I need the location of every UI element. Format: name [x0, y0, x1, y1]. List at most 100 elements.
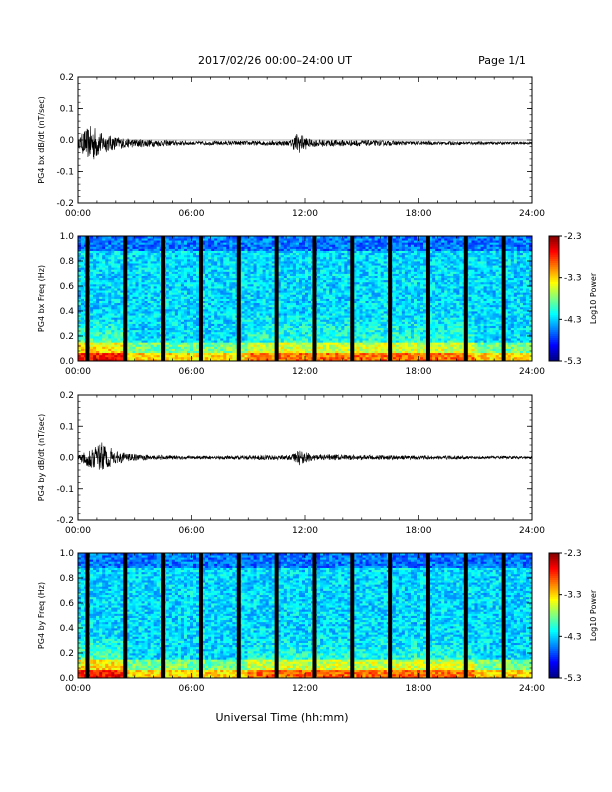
- spectrogram-cell: [99, 288, 103, 291]
- spectrogram-cell: [111, 238, 115, 241]
- spectrogram-cell: [189, 323, 194, 326]
- spectrogram-cell: [174, 304, 179, 308]
- spectrogram-cell: [196, 258, 200, 262]
- spectrogram-cell: [132, 288, 136, 291]
- spectrogram-cell: [189, 290, 194, 293]
- spectrogram-cell: [247, 286, 251, 289]
- spectrogram-cell: [144, 344, 149, 347]
- spectrogram-cell: [277, 338, 282, 341]
- spectrogram-cell: [277, 246, 282, 249]
- spectrogram-cell: [168, 317, 173, 320]
- spectrogram-cell: [298, 296, 303, 299]
- spectrogram-cell: [90, 354, 94, 358]
- spectrogram-cell: [120, 244, 124, 247]
- spectrogram-cell: [292, 348, 297, 351]
- spectrogram-cell: [153, 336, 158, 339]
- spectrogram-cell: [280, 323, 285, 326]
- spectrogram-cell: [286, 315, 291, 318]
- spectrogram-cell: [196, 333, 200, 337]
- spectrogram-cell: [153, 315, 158, 318]
- spectrogram-cell: [147, 271, 152, 274]
- spectrogram-cell: [305, 348, 309, 351]
- spectrogram-cell: [253, 304, 257, 308]
- spectrogram-cell: [305, 265, 309, 268]
- spectrogram-cell: [320, 342, 324, 345]
- spectrogram-cell: [265, 306, 270, 310]
- spectrogram-cell: [226, 342, 230, 345]
- spectrogram-cell: [111, 329, 115, 333]
- spectrogram-cell: [78, 250, 82, 254]
- spectrogram-cell: [174, 342, 179, 345]
- spectrogram-cell: [229, 275, 233, 279]
- spectrogram-cell: [93, 325, 97, 329]
- spectrogram-cell: [144, 302, 149, 306]
- spectrogram-cell: [144, 352, 149, 356]
- spectrogram-cell: [277, 325, 282, 329]
- spectrogram-cell: [283, 256, 288, 260]
- spectrogram-cell: [323, 331, 327, 335]
- spectrogram-cell: [241, 242, 245, 245]
- spectrogram-cell: [244, 342, 248, 345]
- spectrogram-cell: [144, 244, 149, 247]
- spectrogram-cell: [268, 281, 273, 285]
- spectrogram-cell: [156, 244, 161, 247]
- spectrogram-cell: [214, 348, 218, 351]
- spectrogram-cell: [250, 277, 254, 281]
- spectrogram-cell: [308, 306, 312, 310]
- spectrogram-cell: [177, 281, 182, 285]
- spectrogram-cell: [132, 254, 136, 258]
- spectrogram-cell: [168, 331, 173, 335]
- spectrogram-cell: [117, 346, 121, 349]
- spectrogram-cell: [78, 323, 82, 326]
- spectrogram-cell: [229, 244, 233, 247]
- spectrogram-cell: [196, 277, 200, 281]
- spectrogram-cell: [317, 279, 321, 283]
- spectrogram-cell: [241, 304, 245, 308]
- spectrogram-cell: [147, 346, 152, 349]
- spectrogram-cell: [196, 319, 200, 322]
- spectrogram-cell: [93, 275, 97, 279]
- spectrogram-cell: [241, 244, 245, 247]
- spectrogram-cell: [171, 323, 176, 326]
- spectrogram-cell: [280, 313, 285, 316]
- spectrogram-cell: [292, 283, 297, 287]
- spectrogram-cell: [108, 333, 112, 337]
- spectrogram-cell: [153, 321, 158, 324]
- spectrogram-cell: [180, 248, 185, 251]
- spectrogram-cell: [78, 321, 82, 324]
- spectrogram-cell: [189, 321, 194, 324]
- spectrogram-cell: [271, 254, 276, 258]
- spectrogram-cell: [129, 250, 133, 254]
- spectrogram-cell: [208, 296, 212, 299]
- spectrogram-cell: [174, 352, 179, 356]
- spectrogram-cell: [308, 240, 312, 243]
- spectrogram-cell: [111, 319, 115, 322]
- spectrogram-cell: [253, 315, 257, 318]
- spectrogram-cell: [168, 290, 173, 293]
- spectrogram-cell: [183, 261, 188, 264]
- spectrogram-cell: [99, 281, 103, 285]
- spectrogram-cell: [105, 336, 109, 339]
- spectrogram-cell: [156, 254, 161, 258]
- spectrogram-cell: [147, 258, 152, 262]
- spectrogram-cell: [129, 286, 133, 289]
- spectrogram-cell: [280, 281, 285, 285]
- spectrogram-cell: [250, 342, 254, 345]
- spectrogram-cell: [171, 288, 176, 291]
- spectrogram-cell: [90, 344, 94, 347]
- spectrogram-cell: [317, 263, 321, 266]
- spectrogram-cell: [211, 340, 215, 343]
- spectrogram-cell: [229, 286, 233, 289]
- spectrogram-cell: [317, 258, 321, 262]
- spectrogram-cell: [196, 327, 200, 331]
- spectrogram-cell: [165, 321, 170, 324]
- spectrogram-cell: [156, 348, 161, 351]
- spectrogram-cell: [177, 302, 182, 306]
- spectrogram-cell: [117, 283, 121, 287]
- spectrogram-cell: [208, 238, 212, 241]
- spectrogram-cell: [186, 294, 191, 297]
- spectrogram-cell: [81, 261, 85, 264]
- spectrogram-cell: [183, 236, 188, 239]
- spectrogram-cell: [317, 292, 321, 295]
- spectrogram-cell: [177, 331, 182, 335]
